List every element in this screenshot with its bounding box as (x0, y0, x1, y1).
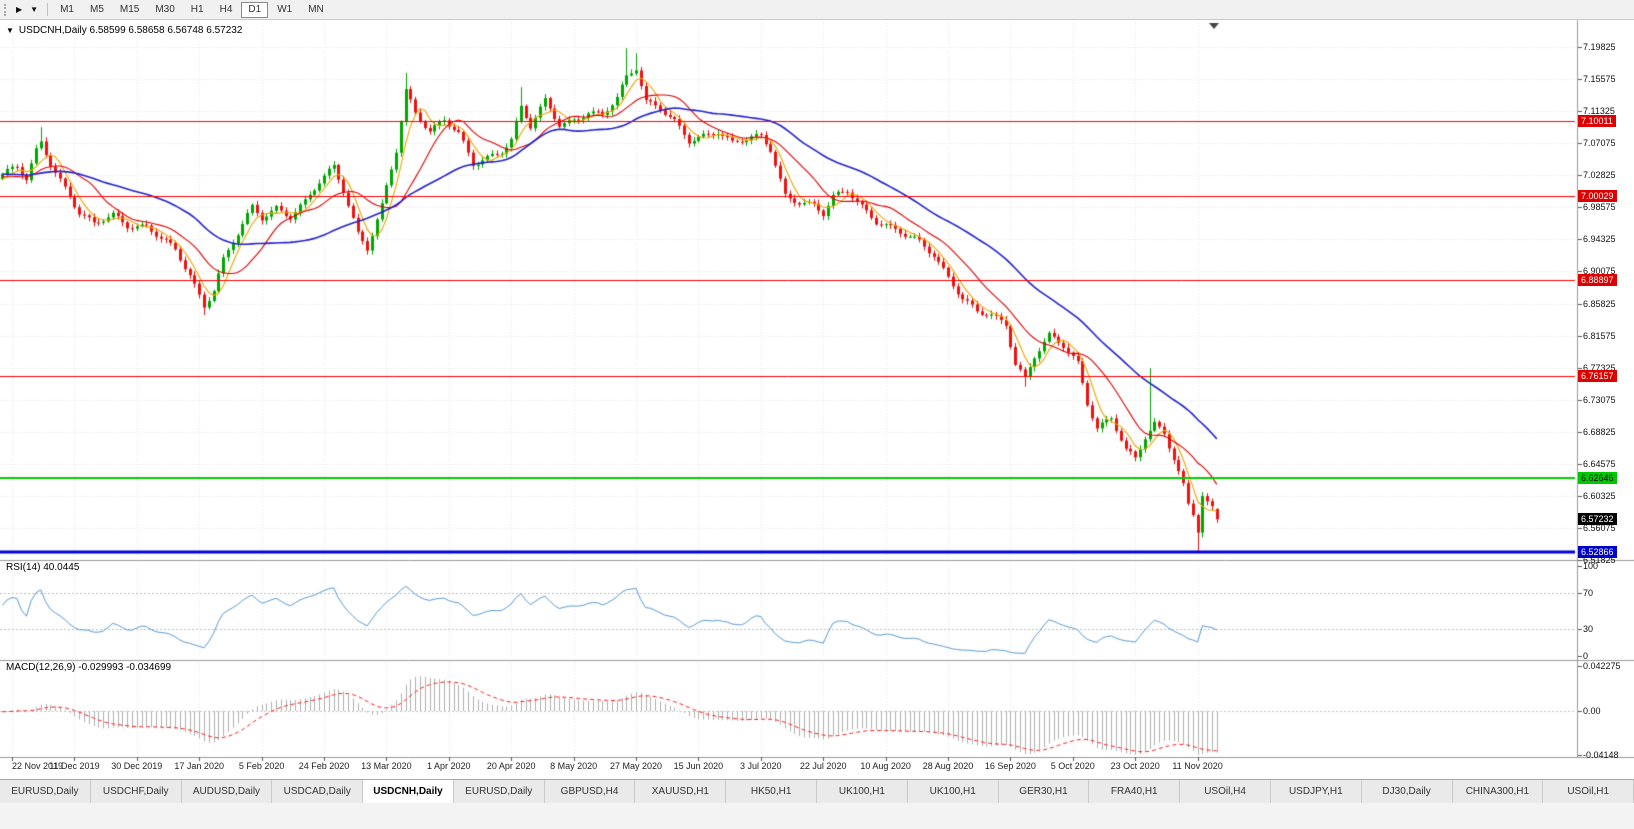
toolbar-separator (47, 3, 49, 16)
chart-tab-usdchf-daily[interactable]: USDCHF,Daily (90, 780, 182, 803)
macd-indicator-label: MACD(12,26,9) -0.029993 -0.034699 (6, 662, 172, 673)
chart-tab-hk50-h1[interactable]: HK50,H1 (726, 780, 818, 803)
timeframe-button-m1[interactable]: M1 (53, 2, 81, 18)
chart-tab-eurusd-daily[interactable]: EURUSD,Daily (0, 780, 91, 803)
chart-forward-button[interactable]: ▶ (12, 3, 26, 17)
chart-tab-usdjpy-h1[interactable]: USDJPY,H1 (1270, 780, 1362, 803)
collapse-triangle-icon[interactable]: ▼ (6, 26, 14, 35)
chart-tab-usoil-h1[interactable]: USOil,H1 (1543, 780, 1634, 803)
chart-tab-fra40-h1[interactable]: FRA40,H1 (1089, 780, 1181, 803)
chart-tab-eurusd-daily[interactable]: EURUSD,Daily (453, 780, 545, 803)
chart-tab-china300-h1[interactable]: CHINA300,H1 (1452, 780, 1544, 803)
chart-tab-usdcad-daily[interactable]: USDCAD,Daily (272, 780, 364, 803)
bottom-strip (0, 803, 1634, 829)
top-toolbar: ▶ ▼ M1 M5 M15 M30 H1 H4 D1 W1 MN (0, 0, 1634, 20)
timeframe-toolbar: M1 M5 M15 M30 H1 H4 D1 W1 MN (53, 1, 331, 18)
timeframe-button-h1[interactable]: H1 (184, 2, 211, 18)
timeframe-button-mn[interactable]: MN (301, 2, 331, 18)
quote-text: USDCNH,Daily 6.58599 6.58658 6.56748 6.5… (18, 25, 243, 36)
chart-tab-usoil-h4[interactable]: USOil,H4 (1180, 780, 1271, 803)
chart-tab-uk100-h1[interactable]: UK100,H1 (817, 780, 908, 803)
chart-tab-usdcnh-daily[interactable]: USDCNH,Daily (363, 780, 454, 803)
chart-tabs-bar: EURUSD,Daily USDCHF,Daily AUDUSD,Daily USDC… (0, 779, 1634, 803)
chart-tab-dj30-daily[interactable]: DJ30,Daily (1361, 780, 1453, 803)
timeframe-button-h4[interactable]: H4 (213, 2, 240, 18)
chart-tab-xauusd-h1[interactable]: XAUUSD,H1 (635, 780, 727, 803)
chart-tab-ger30-h1[interactable]: GER30,H1 (998, 780, 1090, 803)
chart-quote-line: ▼ USDCNH,Daily 6.58599 6.58658 6.56748 6… (6, 25, 242, 36)
timeframe-button-m30[interactable]: M30 (148, 2, 181, 18)
chart-tab-audusd-daily[interactable]: AUDUSD,Daily (181, 780, 273, 803)
toolbar-dropdown-button[interactable]: ▼ (26, 3, 42, 17)
timeframe-button-m5[interactable]: M5 (83, 2, 111, 18)
toolbar-grip[interactable] (4, 3, 8, 16)
chart-tab-uk100-h1[interactable]: UK100,H1 (907, 780, 999, 803)
timeframe-button-w1[interactable]: W1 (270, 2, 299, 18)
rsi-indicator-label: RSI(14) 40.0445 (6, 562, 80, 573)
timeframe-button-m15[interactable]: M15 (113, 2, 146, 18)
timeframe-button-d1[interactable]: D1 (241, 1, 269, 18)
chart-tab-gbpusd-h4[interactable]: GBPUSD,H4 (544, 780, 636, 803)
